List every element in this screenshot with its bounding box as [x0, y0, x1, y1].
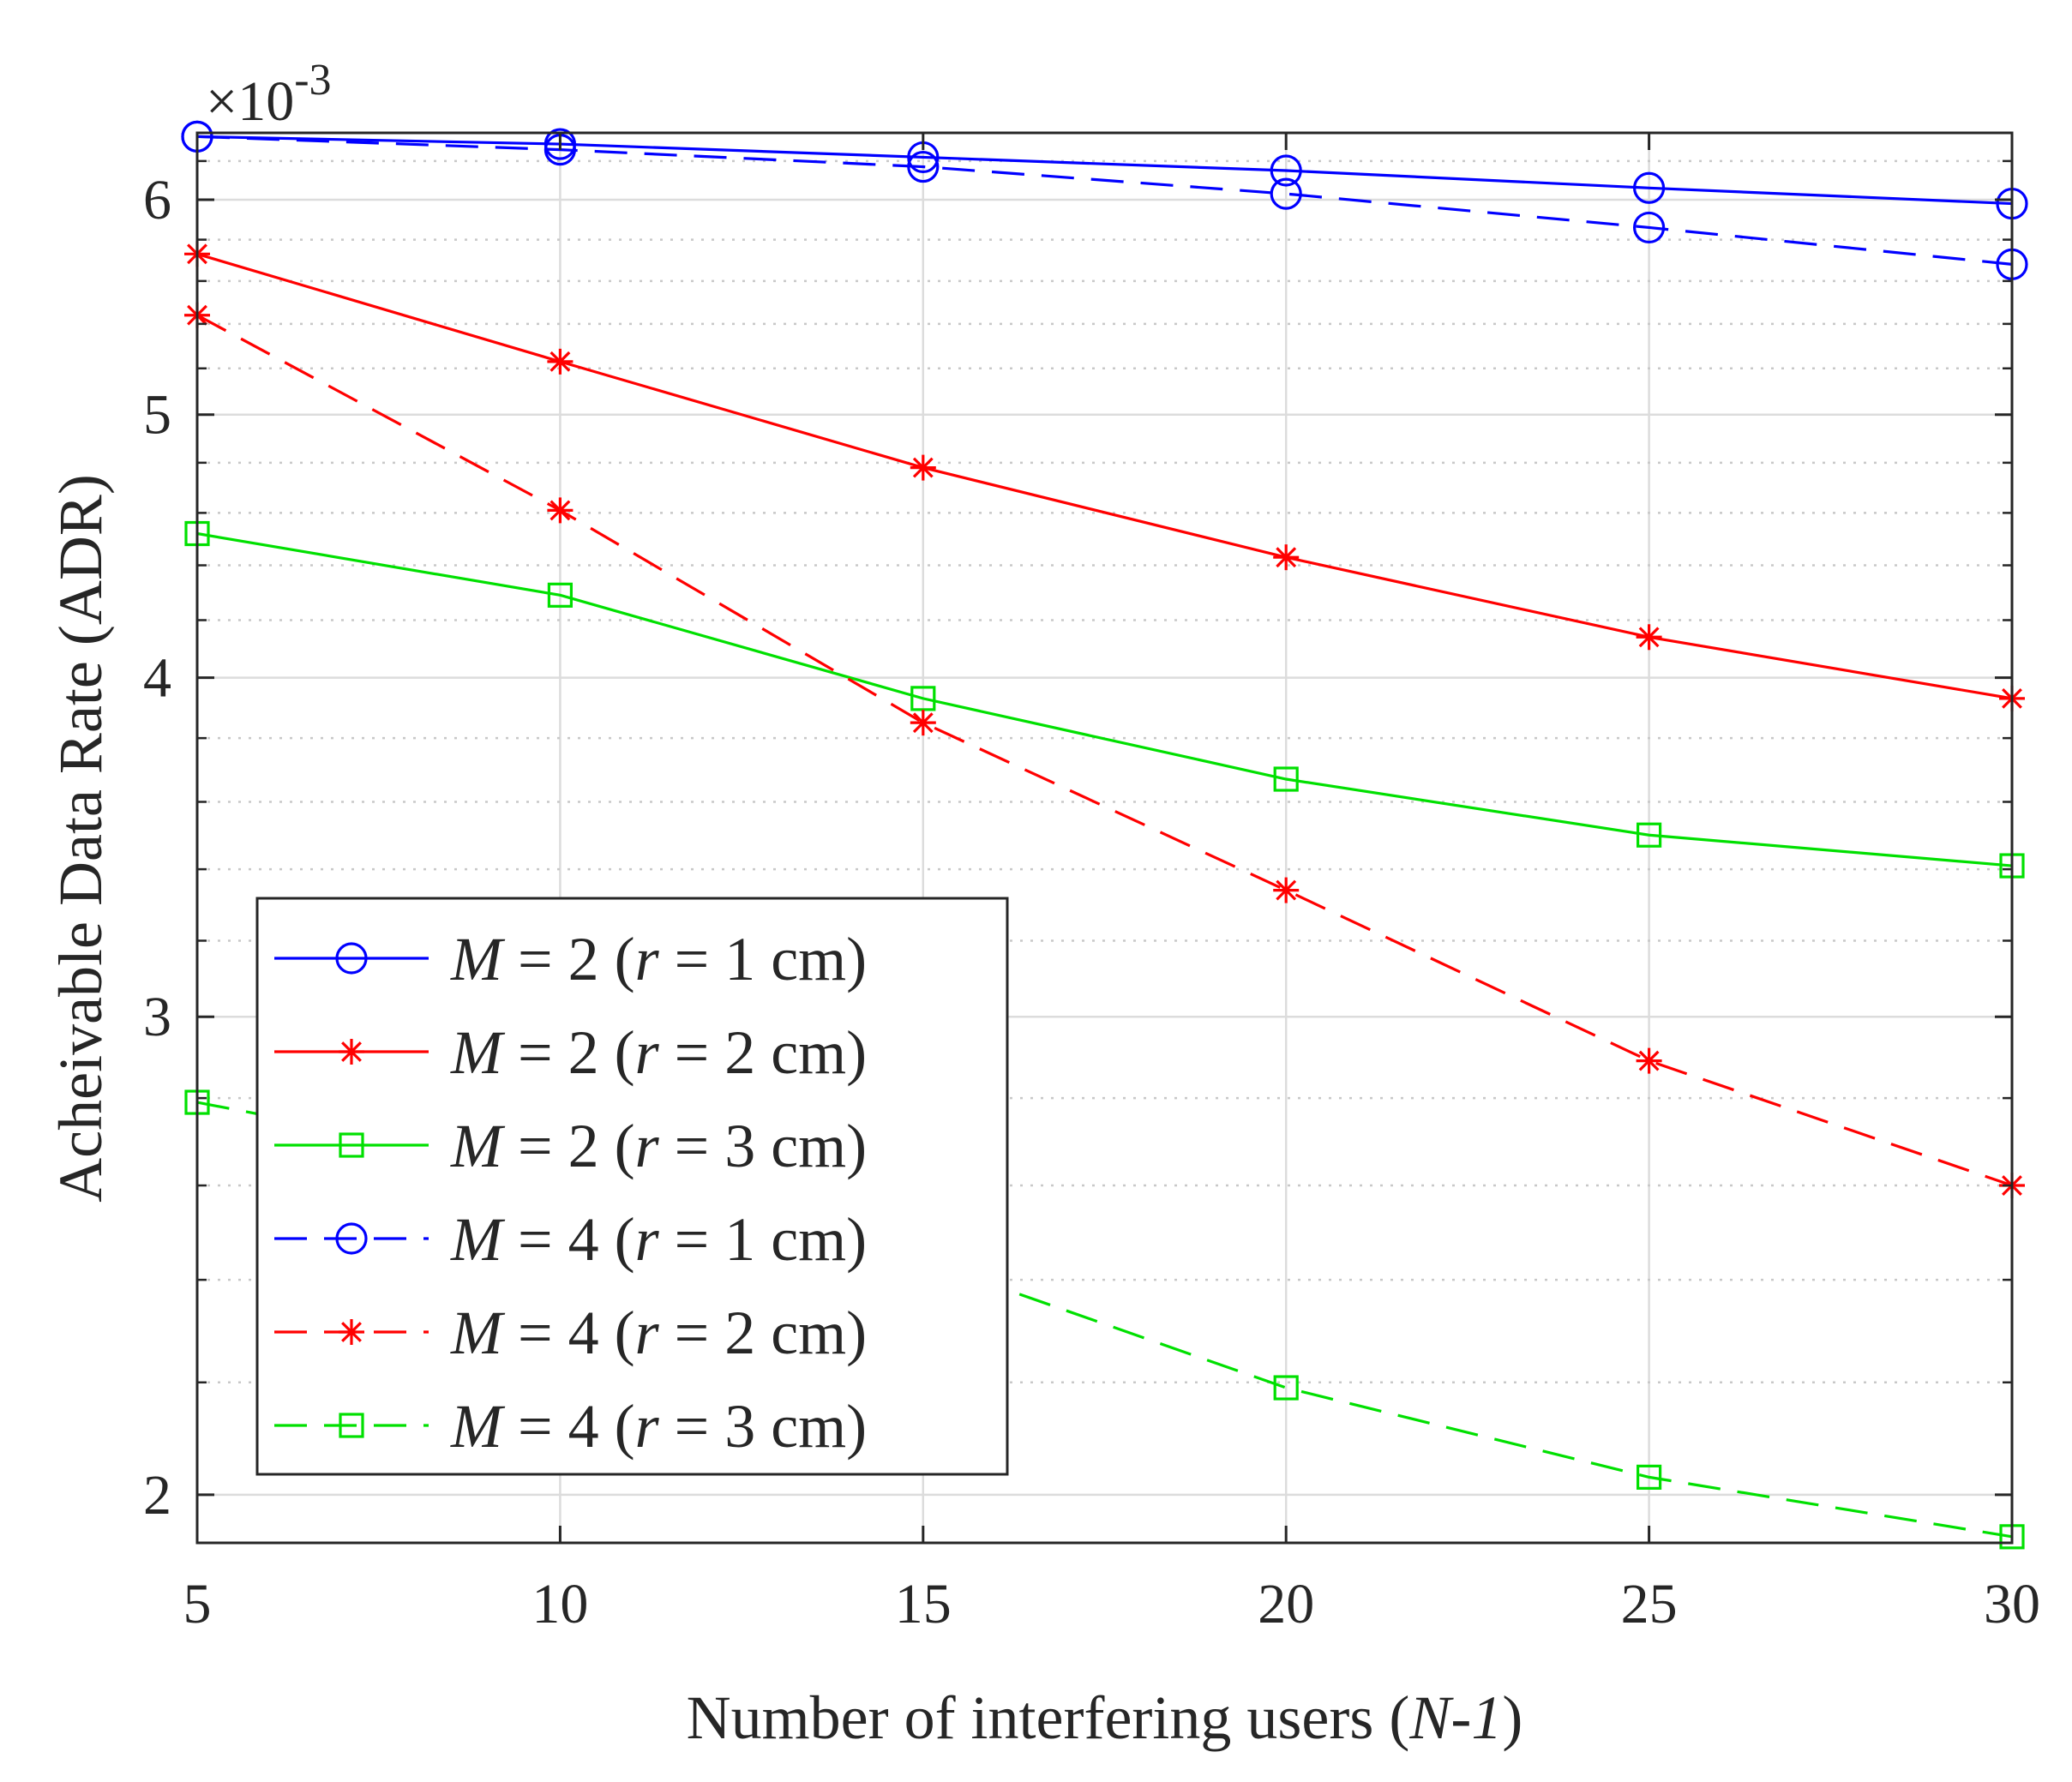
- series-4: [181, 120, 2028, 280]
- legend-entry-5: M = 4 (r = 2 cm): [274, 1299, 867, 1367]
- data-point: [910, 710, 936, 736]
- y-tick-label: 3: [143, 986, 171, 1048]
- asterisk-stroke: [550, 351, 571, 372]
- data-point: [1636, 1464, 1662, 1490]
- x-axis-title-main: Number of interfering users (: [687, 1683, 1410, 1752]
- legend-marker: [335, 1222, 368, 1255]
- data-point: [1270, 154, 1302, 187]
- data-point: [547, 582, 574, 608]
- legend-marker: [335, 942, 368, 975]
- legend-marker: [339, 1319, 364, 1345]
- asterisk-stroke: [341, 1041, 362, 1062]
- legend-marker: [339, 1413, 364, 1438]
- data-point: [547, 348, 574, 375]
- legend-marker: [339, 1039, 364, 1065]
- legend-label: M = 2 (r = 2 cm): [450, 1018, 867, 1087]
- data-point: [910, 686, 936, 711]
- data-point: [910, 454, 936, 481]
- data-point: [1632, 211, 1666, 244]
- legend-entry-1: M = 2 (r = 1 cm): [274, 925, 867, 993]
- x-tick-label: 15: [895, 1573, 952, 1635]
- legend-label: M = 2 (r = 1 cm): [450, 925, 867, 993]
- y-tick-label: 6: [143, 169, 171, 231]
- x-axis-title: Number of interfering users (N-1): [687, 1683, 1523, 1752]
- asterisk-stroke: [1638, 1050, 1660, 1071]
- series-line: [196, 252, 2013, 700]
- x-tick-label: 5: [183, 1573, 212, 1635]
- series-line: [196, 314, 2013, 1187]
- y-tick-label: 5: [143, 384, 171, 447]
- legend-label: M = 4 (r = 2 cm): [450, 1299, 867, 1367]
- legend-box: [255, 897, 1009, 1476]
- legend-marker: [339, 1132, 364, 1158]
- data-point: [1273, 877, 1300, 903]
- asterisk-stroke: [1638, 627, 1660, 648]
- axes-box: [195, 131, 2014, 1545]
- asterisk-stroke: [912, 457, 934, 478]
- data-point: [1273, 544, 1300, 571]
- data-point: [1632, 171, 1666, 204]
- asterisk-stroke: [1276, 547, 1297, 568]
- y-exponent-base: ×10: [206, 70, 294, 133]
- data-point: [1636, 1047, 1662, 1074]
- plot-series: [181, 120, 2028, 1550]
- asterisk-stroke: [341, 1322, 362, 1342]
- data-point: [1636, 624, 1662, 651]
- y-exponent-label: ×10-3: [206, 56, 332, 133]
- legend-label: M = 2 (r = 3 cm): [450, 1112, 867, 1180]
- data-point: [1273, 1375, 1299, 1401]
- legend-label: M = 4 (r = 3 cm): [450, 1392, 867, 1461]
- legend-entry-2: M = 2 (r = 2 cm): [274, 1018, 867, 1087]
- series-line: [196, 135, 2013, 266]
- asterisk-stroke: [912, 712, 934, 734]
- legend: M = 2 (r = 1 cm) M = 2 (r = 2 cm) M = 2 (r…: [255, 897, 1009, 1476]
- y-axis-title: Acheivable Data Rate (ADR): [46, 474, 115, 1203]
- data-point: [1270, 177, 1302, 210]
- series-line: [196, 135, 2013, 206]
- legend-label: M = 4 (r = 1 cm): [450, 1205, 867, 1274]
- x-tick-label: 10: [532, 1573, 588, 1635]
- data-point: [547, 497, 574, 524]
- legend-entry-4: M = 4 (r = 1 cm): [274, 1205, 867, 1274]
- y-tick-label: 4: [143, 647, 171, 710]
- x-tick-label: 25: [1621, 1573, 1678, 1635]
- data-point: [1273, 766, 1299, 792]
- series-line: [196, 531, 2013, 867]
- series-2: [184, 241, 2025, 711]
- asterisk-stroke: [550, 500, 571, 521]
- y-tick-label: 2: [143, 1464, 171, 1527]
- asterisk-stroke: [1276, 879, 1297, 901]
- legend-entry-3: M = 2 (r = 3 cm): [274, 1112, 867, 1180]
- y-exponent-power: -3: [294, 56, 331, 105]
- x-axis-title-italic: N-1: [1408, 1683, 1502, 1752]
- legend-entry-6: M = 4 (r = 3 cm): [274, 1392, 867, 1461]
- axis-ticks: 5 10 15 20 25 30 2 3 4 5 6: [143, 133, 2040, 1635]
- data-point: [907, 150, 940, 183]
- x-tick-label: 20: [1258, 1573, 1314, 1635]
- data-point: [1636, 822, 1662, 848]
- x-tick-label: 30: [1984, 1573, 2040, 1635]
- x-axis-title-close: ): [1502, 1683, 1522, 1752]
